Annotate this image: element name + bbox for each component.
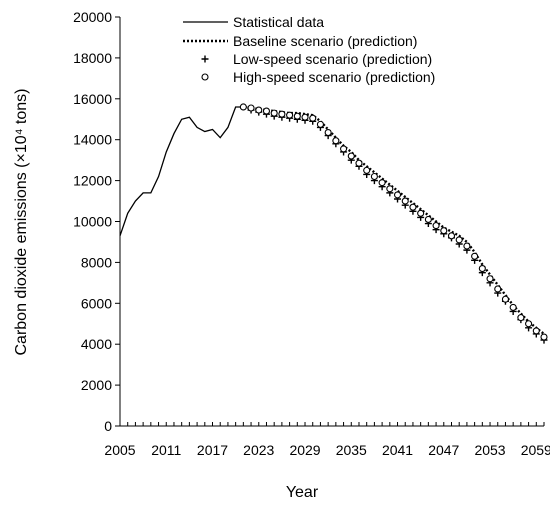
high-speed-point	[424, 215, 432, 224]
high-speed-point	[494, 285, 502, 293]
high-speed-point	[293, 112, 301, 120]
x-tick-label: 2023	[243, 442, 274, 458]
y-axis-title: Carbon dioxide emissions (×10⁴ tons)	[13, 88, 30, 355]
legend-label: Statistical data	[233, 14, 324, 30]
x-tick-label: 2053	[474, 442, 505, 458]
high-speed-point	[509, 303, 517, 311]
series-3	[239, 103, 548, 344]
legend-item-2: Baseline scenario (prediction)	[183, 33, 417, 49]
legend-item-3: Low-speed scenario (prediction)	[201, 51, 432, 67]
high-speed-point	[447, 232, 456, 240]
x-tick-label: 2011	[151, 442, 181, 458]
high-speed-point	[347, 152, 355, 160]
high-speed-point	[478, 264, 486, 273]
high-speed-point	[286, 111, 294, 119]
x-tick-label: 2041	[382, 442, 413, 458]
baseline-scenario-line	[243, 105, 545, 335]
high-speed-point	[440, 227, 448, 235]
x-tick-label: 2035	[336, 442, 367, 458]
high-speed-point	[247, 104, 255, 112]
high-speed-point	[401, 197, 409, 205]
high-speed-point	[455, 236, 463, 244]
high-speed-point	[239, 103, 247, 111]
high-speed-point	[278, 110, 286, 118]
y-tick-label: 18000	[73, 50, 112, 66]
high-speed-point	[432, 222, 440, 230]
y-tick-label: 20000	[73, 9, 112, 25]
high-speed-point	[370, 172, 378, 181]
high-speed-point	[393, 191, 402, 199]
high-speed-point	[417, 209, 425, 217]
y-tick-label: 0	[104, 418, 112, 434]
legend-label: Low-speed scenario (prediction)	[233, 51, 432, 67]
x-tick-label: 2005	[104, 442, 135, 458]
y-tick-label: 6000	[81, 295, 112, 311]
x-tick-label: 2047	[428, 442, 459, 458]
series-4	[239, 103, 548, 341]
legend-swatch-plus	[201, 55, 209, 63]
legend-item-1: Statistical data	[183, 14, 324, 30]
high-speed-point	[324, 128, 332, 137]
high-speed-point	[378, 179, 386, 187]
y-tick-label: 4000	[81, 336, 112, 352]
high-speed-point	[270, 109, 278, 117]
series-1	[119, 106, 244, 237]
legend-label: Baseline scenario (prediction)	[233, 33, 417, 49]
high-speed-point	[386, 185, 394, 193]
high-speed-point	[532, 327, 540, 335]
y-tick-label: 10000	[73, 214, 112, 230]
high-speed-point	[363, 166, 371, 174]
x-tick-label: 2029	[289, 442, 320, 458]
series-layer	[119, 103, 548, 344]
high-speed-point	[517, 314, 525, 322]
high-speed-point	[471, 252, 479, 260]
high-speed-point	[463, 242, 471, 250]
high-speed-point	[255, 106, 263, 114]
x-axis-title: Year	[286, 484, 319, 501]
legend-label: High-speed scenario (prediction)	[233, 69, 435, 85]
y-tick-label: 14000	[73, 132, 112, 148]
y-tick-label: 2000	[81, 377, 112, 393]
y-tick-label: 8000	[81, 254, 112, 270]
high-speed-point	[316, 120, 324, 128]
high-speed-point	[355, 159, 363, 167]
series-2	[243, 105, 545, 335]
x-tick-label: 2059	[521, 442, 550, 458]
statistical-data-line	[119, 106, 244, 237]
high-speed-point	[409, 203, 417, 211]
high-speed-point	[525, 320, 533, 328]
high-speed-point	[501, 295, 510, 303]
high-speed-point	[332, 137, 340, 145]
high-speed-point	[301, 113, 309, 121]
high-speed-point	[340, 145, 348, 153]
axes: 0 2000 4000 6000 8000 10000 12000 14000 16000 180…	[73, 9, 550, 458]
high-speed-point	[486, 275, 494, 283]
x-tick-label: 2017	[197, 442, 228, 458]
y-tick-label: 16000	[73, 91, 112, 107]
legend: Statistical data Baseline scenario (predi…	[183, 14, 435, 85]
high-speed-point	[309, 114, 317, 122]
high-speed-point	[262, 107, 271, 115]
legend-item-4: High-speed scenario (prediction)	[201, 69, 435, 85]
high-speed-point	[540, 333, 548, 341]
y-tick-label: 12000	[73, 173, 112, 189]
legend-swatch-circle	[201, 73, 209, 81]
